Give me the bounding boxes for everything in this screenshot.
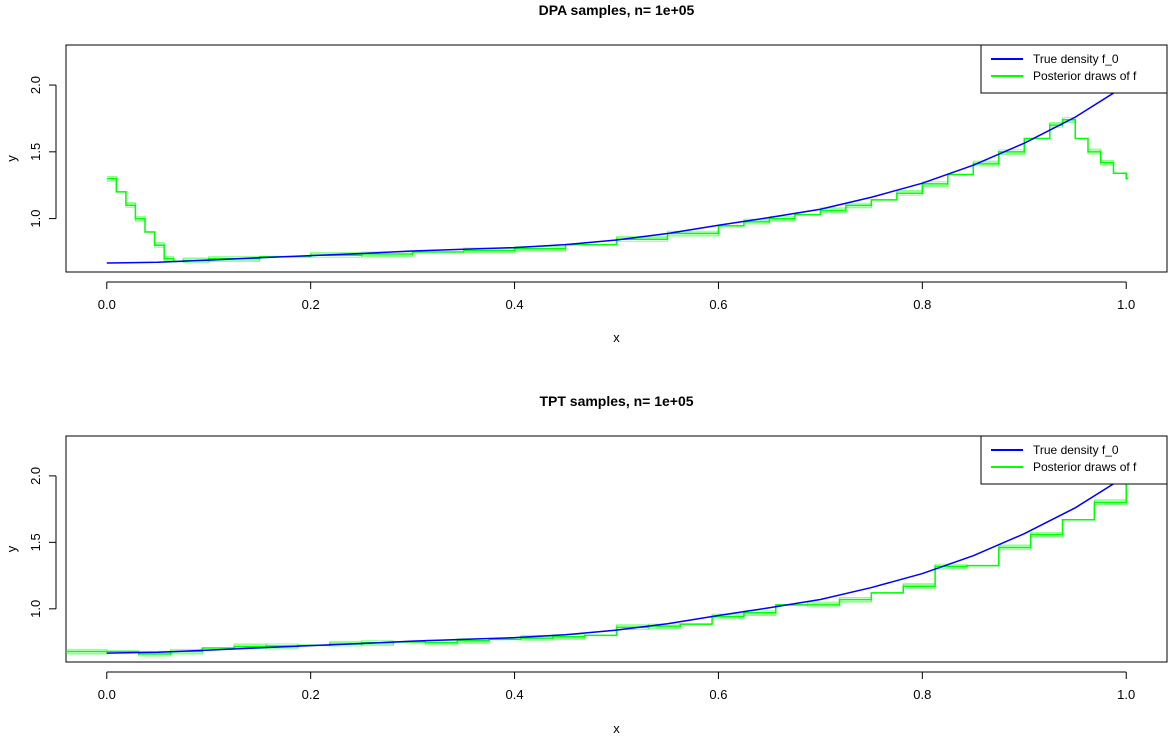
y-tick-label: 1.0 xyxy=(28,210,43,228)
y-axis-label: y xyxy=(4,545,19,552)
legend-label: Posterior draws of f xyxy=(1033,69,1137,83)
plot-frame xyxy=(65,44,1168,273)
x-tick-label: 1.0 xyxy=(1117,297,1135,312)
x-axis-label: x xyxy=(613,330,620,345)
y-axis-label: y xyxy=(4,155,19,162)
posterior-draws-line xyxy=(106,119,1129,263)
legend-label: True density f_0 xyxy=(1033,52,1119,66)
plot-area xyxy=(66,475,1167,657)
chart-title: DPA samples, n= 1e+05 xyxy=(539,2,695,18)
x-tick-label: 0.6 xyxy=(709,297,727,312)
x-tick-label: 0.4 xyxy=(506,687,524,702)
posterior-draws-line xyxy=(66,480,1167,655)
x-tick-label: 0.2 xyxy=(302,297,320,312)
legend-box xyxy=(980,435,1168,485)
x-tick-label: 0.6 xyxy=(709,687,727,702)
panel-dpa: DPA samples, n= 1e+05 0.0 0.2 0.4 0.6 0.8 1.0 x… xyxy=(4,2,1168,345)
legend: True density f_0 Posterior draws of f xyxy=(980,435,1168,485)
x-tick-label: 0.0 xyxy=(98,297,116,312)
legend-label: True density f_0 xyxy=(1033,443,1119,457)
y-tick-label: 1.5 xyxy=(28,533,43,551)
y-tick-label: 2.0 xyxy=(28,467,43,485)
y-tick-label: 2.0 xyxy=(28,76,43,94)
x-tick-label: 0.4 xyxy=(506,297,524,312)
x-tick-label: 1.0 xyxy=(1117,687,1135,702)
true-density-line xyxy=(106,84,1127,264)
plot-area xyxy=(106,84,1129,264)
x-tick-label: 0.2 xyxy=(302,687,320,702)
y-tick-label: 1.0 xyxy=(28,600,43,618)
legend: True density f_0 Posterior draws of f xyxy=(980,44,1168,94)
x-tick-label: 0.8 xyxy=(913,297,931,312)
y-tick-label: 1.5 xyxy=(28,143,43,161)
legend-box xyxy=(980,44,1168,94)
x-axis-label: x xyxy=(613,721,620,736)
panel-tpt: TPT samples, n= 1e+05 0.0 0.2 0.4 0.6 0.8 1.0 x… xyxy=(4,393,1168,736)
plot-frame xyxy=(65,435,1168,663)
x-tick-label: 0.8 xyxy=(913,687,931,702)
true-density-line xyxy=(106,475,1127,654)
x-tick-label: 0.0 xyxy=(98,687,116,702)
legend-label: Posterior draws of f xyxy=(1033,460,1137,474)
chart-title: TPT samples, n= 1e+05 xyxy=(539,393,693,409)
